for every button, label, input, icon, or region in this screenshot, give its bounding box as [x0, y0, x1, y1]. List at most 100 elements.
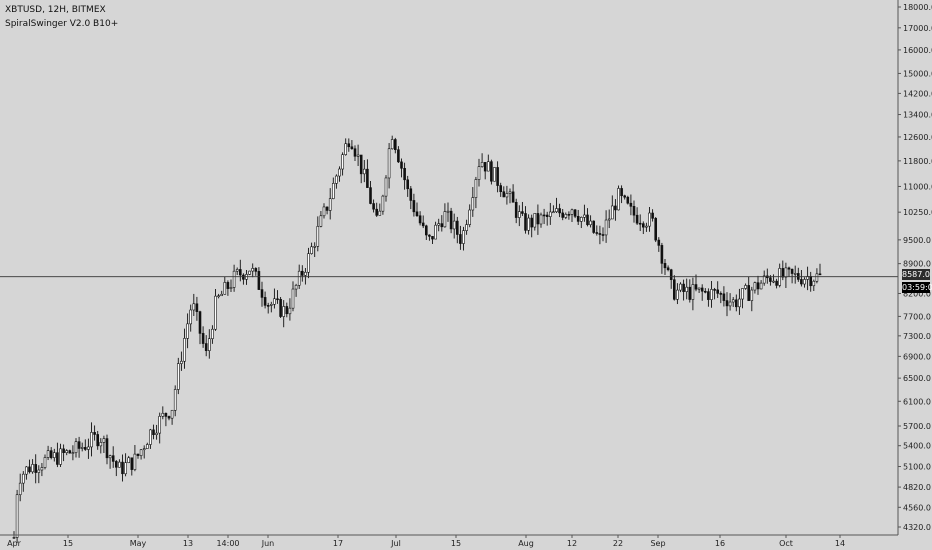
- candle: [99, 438, 103, 454]
- candle: [626, 195, 630, 205]
- candle: [146, 442, 149, 449]
- candle: [800, 269, 803, 287]
- candle: [654, 217, 658, 243]
- current-price-tag: 8587.0: [902, 269, 930, 280]
- candle: [87, 438, 90, 459]
- candle: [161, 406, 165, 420]
- price-tick-label: 6900.0: [903, 352, 931, 361]
- time-tick-label: Jul: [390, 539, 401, 548]
- candle: [71, 445, 75, 461]
- candle: [381, 194, 385, 215]
- time-tick-label: 17: [333, 539, 343, 548]
- candle: [204, 335, 208, 357]
- candle: [564, 212, 568, 220]
- candle: [725, 292, 729, 317]
- candle: [149, 428, 152, 449]
- candle: [173, 385, 177, 417]
- candle: [403, 162, 406, 190]
- price-axis[interactable]: 4320.0 4560.0 4820.0 5100.0 5400.0 5700.0 6100…: [898, 3, 932, 532]
- candle: [186, 313, 189, 349]
- candle: [356, 144, 360, 166]
- candle: [418, 211, 422, 226]
- candle: [111, 446, 115, 468]
- candle: [459, 225, 462, 250]
- price-tick-label: 11800.0: [903, 157, 932, 166]
- candle: [756, 275, 760, 295]
- price-tick-label: 6100.0: [903, 397, 931, 406]
- candle: [765, 268, 769, 284]
- candle: [108, 454, 112, 469]
- candle: [499, 182, 503, 197]
- candle: [641, 221, 645, 235]
- candle: [139, 449, 143, 460]
- candle: [753, 281, 757, 294]
- price-tick-label: 12600.0: [903, 133, 932, 142]
- candle: [691, 277, 695, 311]
- candle: [462, 226, 465, 251]
- candle: [220, 290, 223, 297]
- candle: [331, 177, 335, 200]
- candle: [412, 193, 416, 217]
- price-tick-label: 8200.0: [903, 289, 931, 298]
- candle: [37, 465, 41, 484]
- candle: [319, 210, 323, 228]
- candle: [59, 443, 62, 468]
- price-tick-label: 8900.0: [903, 260, 931, 269]
- candle: [214, 289, 217, 331]
- candle: [350, 140, 354, 150]
- time-axis[interactable]: Apr 15 May 13 14:00 Jun 17 Jul 15 Aug 12 22 Sep 16 Oct…: [7, 535, 845, 548]
- price-tick-label: 5700.0: [903, 422, 931, 431]
- candle: [694, 274, 698, 292]
- candles: [12, 135, 822, 544]
- candle: [384, 175, 388, 202]
- candle: [793, 265, 797, 284]
- candle: [480, 153, 484, 168]
- time-tick-label: Aug: [518, 539, 534, 548]
- candle: [80, 442, 84, 452]
- candle: [313, 242, 317, 258]
- price-tick-label: 4820.0: [903, 483, 931, 492]
- time-tick-label: 15: [451, 539, 461, 548]
- candle: [511, 184, 515, 203]
- candle: [285, 302, 289, 318]
- time-tick-label: 15: [63, 539, 73, 548]
- candle: [601, 227, 605, 242]
- candle: [731, 297, 735, 307]
- candle: [809, 271, 813, 292]
- candle: [663, 258, 667, 276]
- candle: [443, 203, 447, 228]
- candle: [617, 185, 620, 211]
- candle: [697, 287, 701, 293]
- candle: [366, 159, 369, 188]
- price-tick-label: 6500.0: [903, 374, 931, 383]
- candle: [474, 176, 478, 209]
- candle: [300, 265, 304, 282]
- candle: [31, 459, 34, 474]
- time-tick-label: 13: [183, 539, 193, 548]
- candle: [685, 278, 689, 300]
- indicator-label[interactable]: SpiralSwinger V2.0 B10+: [5, 19, 119, 29]
- candle: [477, 158, 481, 187]
- candle: [260, 281, 264, 307]
- candle: [105, 434, 109, 465]
- candle: [170, 409, 174, 425]
- candle: [620, 185, 623, 204]
- candle: [124, 453, 127, 477]
- candle: [815, 268, 819, 284]
- time-tick-label: Oct: [779, 539, 793, 548]
- price-tick-label: 15000.0: [903, 69, 932, 78]
- candle: [183, 328, 186, 369]
- candle: [629, 194, 633, 216]
- candle: [759, 280, 763, 290]
- candle: [74, 438, 78, 458]
- candle: [775, 278, 778, 289]
- candle: [21, 471, 25, 492]
- candle: [586, 208, 589, 227]
- candle: [648, 207, 651, 232]
- candle: [707, 288, 710, 307]
- candle: [28, 459, 31, 474]
- candle: [223, 276, 227, 295]
- candle: [158, 412, 161, 444]
